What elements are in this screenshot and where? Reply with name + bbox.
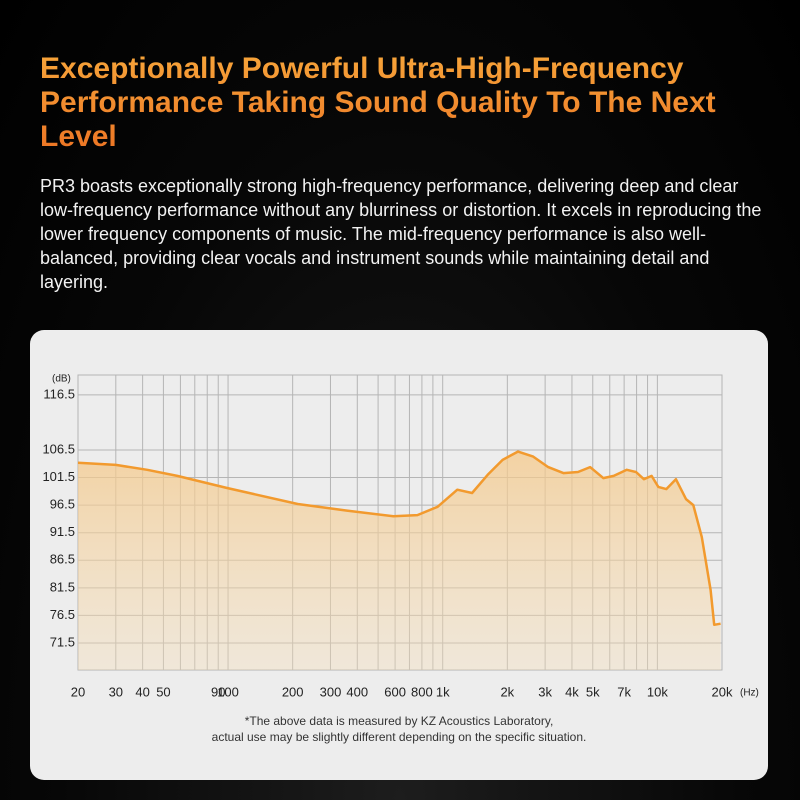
x-tick-label: 1k: [436, 684, 450, 699]
x-tick-label: 3k: [538, 684, 552, 699]
y-axis-unit: (dB): [52, 374, 71, 385]
headline: Exceptionally Powerful Ultra-High-Freque…: [40, 52, 760, 154]
x-tick-label: 300: [320, 684, 342, 699]
x-tick-label: 40: [135, 684, 149, 699]
footnote: *The above data is measured by KZ Acoust…: [30, 713, 768, 745]
y-tick-label: 81.5: [50, 579, 75, 594]
area-fill: [78, 451, 721, 670]
x-tick-label: 20: [71, 684, 85, 699]
y-tick-label: 91.5: [50, 524, 75, 539]
y-tick-label: 96.5: [50, 497, 75, 512]
x-tick-label: 50: [156, 684, 170, 699]
x-tick-label: 10k: [647, 684, 668, 699]
y-tick-label: 106.5: [42, 441, 75, 456]
y-tick-label: 116.5: [43, 386, 75, 401]
x-tick-label: 100: [217, 684, 239, 699]
y-tick-label: 101.5: [42, 469, 75, 484]
x-tick-label: 2k: [500, 684, 514, 699]
x-tick-label: 7k: [617, 684, 631, 699]
footnote-line: actual use may be slightly different dep…: [211, 730, 587, 744]
x-tick-label: 20k: [712, 684, 733, 699]
x-tick-label: 200: [282, 684, 304, 699]
x-axis-unit: (Hz): [740, 688, 759, 699]
description: PR3 boasts exceptionally strong high-fre…: [40, 176, 762, 292]
x-tick-label: 90: [211, 684, 225, 699]
x-tick-label: 400: [346, 684, 368, 699]
x-tick-label: 5k: [586, 684, 600, 699]
x-tick-label: 600: [384, 684, 406, 699]
response-line: [77, 450, 721, 627]
footnote-line: *The above data is measured by KZ Acoust…: [244, 714, 554, 728]
y-tick-label: 86.5: [50, 552, 75, 567]
x-tick-label: 4k: [565, 684, 579, 699]
y-tick-label: 71.5: [50, 634, 75, 649]
x-tick-label: 800: [411, 684, 433, 699]
y-tick-label: 76.5: [50, 607, 75, 622]
x-tick-label: 30: [109, 684, 123, 699]
